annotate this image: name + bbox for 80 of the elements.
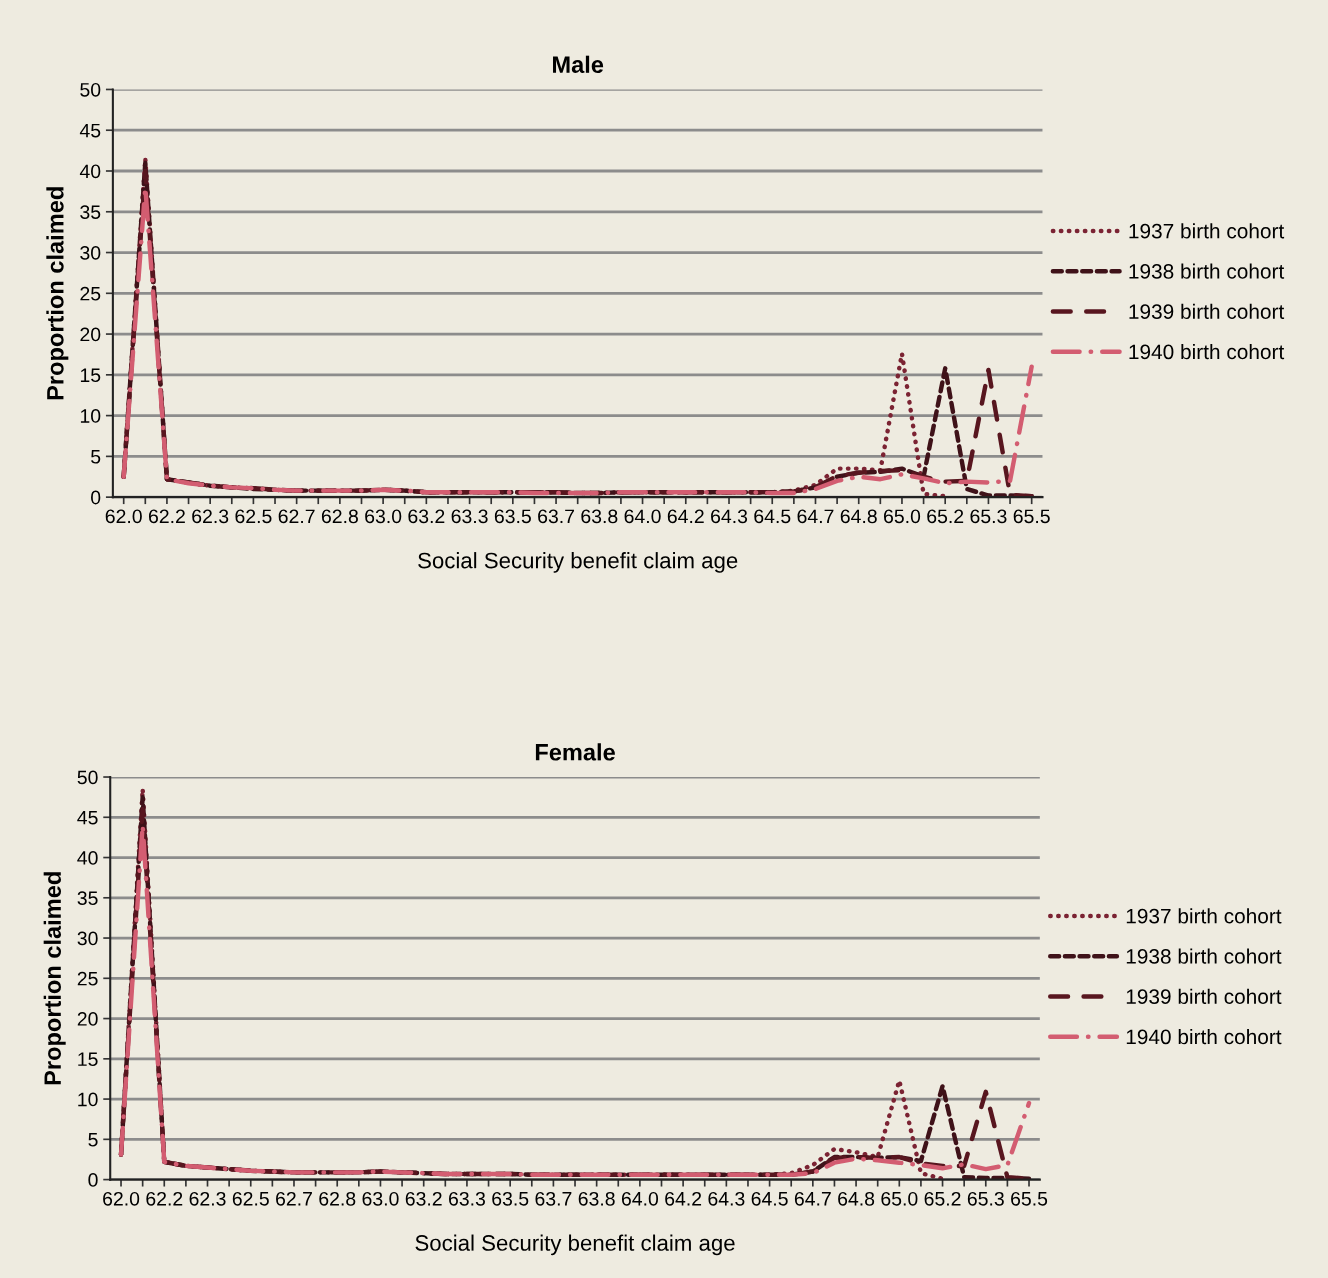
x-tick-label: 62.0 xyxy=(105,509,142,524)
x-tick-label: 62.5 xyxy=(232,1191,269,1206)
x-tick-label: 63.5 xyxy=(494,509,531,524)
x-tick-label: 65.2 xyxy=(927,509,964,524)
x-tick-label: 63.8 xyxy=(578,1191,615,1206)
x-tick-label: 62.2 xyxy=(146,1191,183,1206)
legend-label: 1937 birth cohort xyxy=(1126,908,1282,924)
x-tick-label: 62.7 xyxy=(276,1191,312,1206)
y-tick-label: 30 xyxy=(77,931,98,946)
y-tick-label: 50 xyxy=(77,770,98,785)
x-tick-label: 65.3 xyxy=(970,509,1007,524)
x-tick-label: 64.0 xyxy=(621,1191,659,1206)
x-tick-label: 65.2 xyxy=(924,1191,961,1206)
x-tick-label: 63.7 xyxy=(535,1191,572,1206)
x-tick-label: 63.8 xyxy=(581,509,618,524)
x-tick-label: 63.0 xyxy=(362,1191,399,1206)
chart-title: Male xyxy=(553,55,604,74)
x-tick-label: 64.0 xyxy=(624,509,661,524)
x-tick-label: 64.8 xyxy=(840,509,877,524)
x-tick-label: 65.0 xyxy=(884,509,921,524)
y-tick-label: 45 xyxy=(79,123,101,138)
x-tick-label: 64.7 xyxy=(794,1191,831,1206)
x-tick-label: 65.5 xyxy=(1013,509,1050,524)
x-tick-label: 65.5 xyxy=(1011,1191,1048,1206)
x-tick-label: 62.8 xyxy=(319,1191,356,1206)
legend-label: 1938 birth cohort xyxy=(1129,263,1285,279)
legend-label: 1940 birth cohort xyxy=(1129,343,1285,360)
legend-label: 1939 birth cohort xyxy=(1126,988,1282,1005)
legend-label: 1940 birth cohort xyxy=(1126,1028,1282,1045)
x-tick-label: 62.8 xyxy=(321,509,358,524)
x-tick-label: 62.3 xyxy=(189,1191,226,1206)
legend-label: 1937 birth cohort xyxy=(1129,223,1285,239)
y-tick-label: 5 xyxy=(91,450,101,464)
x-tick-label: 63.0 xyxy=(365,509,402,524)
x-tick-label: 63.2 xyxy=(408,509,445,524)
x-tick-label: 64.5 xyxy=(754,509,791,524)
y-tick-label: 10 xyxy=(78,1092,98,1107)
legend-label: 1938 birth cohort xyxy=(1126,948,1282,964)
x-tick-label: 64.2 xyxy=(665,1191,702,1206)
y-tick-label: 20 xyxy=(77,1012,98,1026)
x-tick-label: 62.5 xyxy=(235,509,272,524)
y-tick-label: 40 xyxy=(77,851,98,865)
x-tick-label: 64.5 xyxy=(751,1191,788,1206)
x-tick-label: 63.5 xyxy=(492,1191,529,1206)
y-tick-label: 25 xyxy=(80,286,101,301)
x-tick-label: 63.3 xyxy=(451,509,488,524)
y-tick-label: 20 xyxy=(80,327,101,342)
y-axis-title: Proportion claimed xyxy=(43,872,66,1085)
y-tick-label: 15 xyxy=(78,1052,98,1067)
x-tick-label: 65.3 xyxy=(967,1191,1004,1206)
y-axis-title: Proportion claimed xyxy=(46,187,69,400)
x-tick-label: 65.0 xyxy=(881,1191,918,1206)
y-tick-label: 0 xyxy=(91,490,101,505)
x-tick-label: 63.7 xyxy=(538,509,575,524)
x-tick-label: 63.2 xyxy=(405,1191,442,1206)
x-tick-label: 64.3 xyxy=(711,509,748,524)
y-tick-label: 45 xyxy=(77,810,98,825)
y-tick-label: 40 xyxy=(79,164,101,179)
y-tick-label: 35 xyxy=(77,891,98,906)
y-tick-label: 35 xyxy=(80,205,101,219)
y-tick-label: 50 xyxy=(80,82,101,97)
x-tick-label: 64.2 xyxy=(667,509,704,524)
y-tick-label: 0 xyxy=(88,1173,98,1187)
x-tick-label: 63.3 xyxy=(449,1191,485,1206)
y-tick-label: 5 xyxy=(88,1133,98,1147)
legend-label: 1939 birth cohort xyxy=(1129,303,1285,320)
y-tick-label: 10 xyxy=(80,409,101,423)
x-axis-title: Social Security benefit claim age xyxy=(418,552,738,573)
chart-title: Female xyxy=(535,743,615,761)
x-tick-label: 62.3 xyxy=(192,509,229,524)
x-axis-title: Social Security benefit claim age xyxy=(415,1234,735,1256)
y-tick-label: 15 xyxy=(80,368,101,383)
x-tick-label: 64.8 xyxy=(838,1191,875,1206)
x-tick-label: 64.7 xyxy=(797,509,834,524)
x-tick-label: 62.2 xyxy=(148,509,185,524)
y-tick-label: 30 xyxy=(80,246,101,260)
x-tick-label: 62.0 xyxy=(103,1191,140,1206)
y-tick-label: 25 xyxy=(77,971,98,986)
x-tick-label: 64.3 xyxy=(708,1191,745,1206)
x-tick-label: 62.7 xyxy=(278,509,315,524)
